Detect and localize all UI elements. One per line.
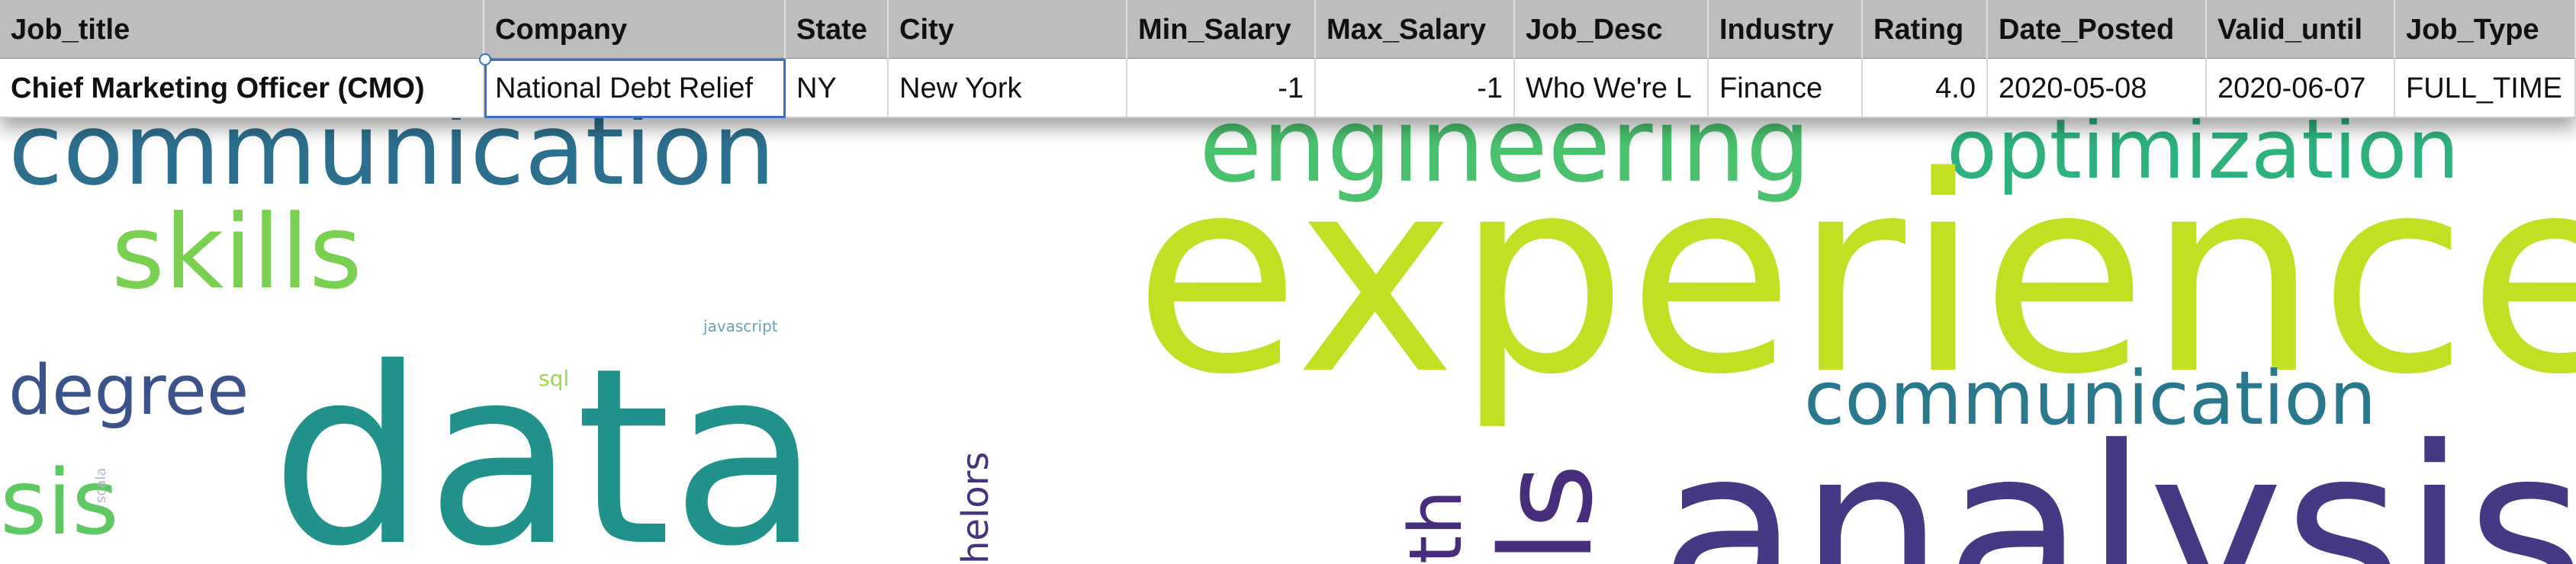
selection-handle [479,53,491,66]
table-cell[interactable]: New York [889,59,1127,118]
cloud-word: sql [539,366,569,391]
table-cell[interactable]: 2020-06-07 [2207,59,2395,118]
cloud-word: sis [0,450,119,555]
column-header[interactable]: Job_Type [2395,0,2576,59]
cloud-word: experience [1134,118,2576,434]
cloud-word: data [271,316,821,564]
column-header[interactable]: Valid_until [2207,0,2395,59]
cloud-word: communication [1804,355,2376,441]
column-header[interactable]: Max_Salary [1316,0,1515,59]
table-cell[interactable]: 2020-05-08 [1988,59,2207,118]
cloud-word: ls [1474,463,1620,564]
cloud-word: degree [8,351,249,431]
table-cell[interactable]: NY [786,59,889,118]
column-header[interactable]: State [786,0,889,59]
column-header[interactable]: Min_Salary [1127,0,1316,59]
table-cell[interactable]: -1 [1316,59,1515,118]
column-header[interactable]: Job_title [0,0,484,59]
cloud-word: th [1394,490,1478,564]
table-cell[interactable]: National Debt Relief [484,59,786,118]
spreadsheet: Job_title Company State City Min_Salary Max_S… [0,0,2576,118]
table-cell[interactable]: Who We're L [1515,59,1709,118]
column-header[interactable]: Job_Desc [1515,0,1709,59]
column-header[interactable]: Industry [1709,0,1863,59]
cloud-word: helors [954,452,997,564]
cloud-word: analysis [1659,398,2576,564]
column-header[interactable]: City [889,0,1127,59]
table-cell[interactable]: 4.0 [1863,59,1988,118]
table-cell[interactable]: FULL_TIME [2395,59,2576,118]
table-cell[interactable]: Chief Marketing Officer (CMO) [0,59,484,118]
column-header[interactable]: Rating [1863,0,1988,59]
cloud-word: skills [111,193,362,312]
cloud-word: scala [93,468,109,503]
table-cell[interactable]: Finance [1709,59,1863,118]
cloud-word: javascript [703,317,778,335]
column-header[interactable]: Date_Posted [1988,0,2207,59]
column-header[interactable]: Company [484,0,786,59]
table-cell[interactable]: -1 [1127,59,1316,118]
